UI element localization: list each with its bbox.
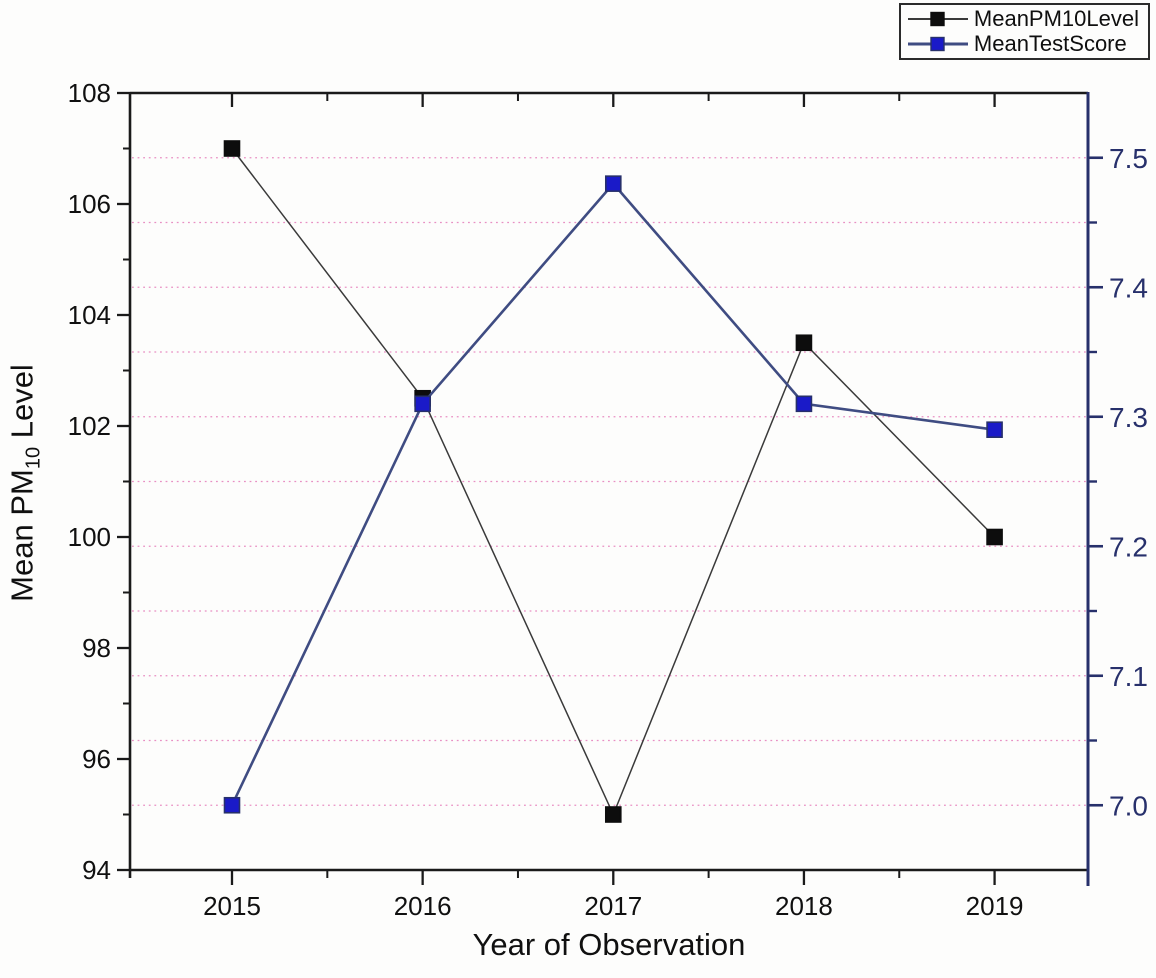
svg-text:7.3: 7.3	[1109, 402, 1148, 433]
svg-text:104: 104	[68, 300, 111, 330]
y-axis-title-subscript: 10	[22, 446, 45, 470]
legend-item-meantestscore: MeanTestScore	[907, 31, 1139, 56]
y-axis-title-text: Level	[4, 364, 40, 447]
gridlines	[132, 157, 1086, 806]
x-axis-title: Year of Observation	[472, 927, 746, 962]
axis-ticks: 94 96 98 100 102 104 106 108 7.0 7.1 7.2 7.3 7.4 7.5 2…	[68, 78, 1148, 921]
svg-text:7.2: 7.2	[1109, 531, 1148, 562]
legend-item-meanpm10level: MeanPM10Level	[907, 6, 1139, 31]
svg-text:7.4: 7.4	[1109, 272, 1148, 303]
svg-text:7.5: 7.5	[1109, 143, 1148, 174]
plot-frame	[128, 91, 1090, 886]
legend-label: MeanPM10Level	[973, 5, 1139, 31]
svg-text:7.1: 7.1	[1109, 661, 1148, 692]
svg-text:7.0: 7.0	[1109, 790, 1148, 821]
y-axis-title-text: Mean PM	[4, 469, 40, 602]
svg-text:106: 106	[68, 189, 111, 219]
svg-text:96: 96	[82, 744, 111, 774]
svg-text:2015: 2015	[203, 891, 261, 921]
svg-text:102: 102	[68, 411, 111, 441]
svg-text:2018: 2018	[775, 891, 833, 921]
svg-text:108: 108	[68, 78, 111, 108]
svg-text:2019: 2019	[966, 891, 1024, 921]
legend-marker-meanpm10level-icon	[907, 9, 969, 29]
y-axis-title: Mean PM10 Level	[4, 364, 45, 602]
svg-text:2017: 2017	[584, 891, 642, 921]
svg-text:98: 98	[82, 633, 111, 663]
svg-text:100: 100	[68, 522, 111, 552]
legend-label: MeanTestScore	[973, 30, 1127, 56]
svg-text:2016: 2016	[394, 891, 452, 921]
legend: MeanPM10Level MeanTestScore	[898, 3, 1150, 60]
legend-marker-meantestscore-icon	[907, 34, 969, 54]
series-meantestscore	[223, 175, 1003, 814]
svg-text:94: 94	[82, 855, 111, 885]
series-meanpm10level	[223, 140, 1003, 823]
